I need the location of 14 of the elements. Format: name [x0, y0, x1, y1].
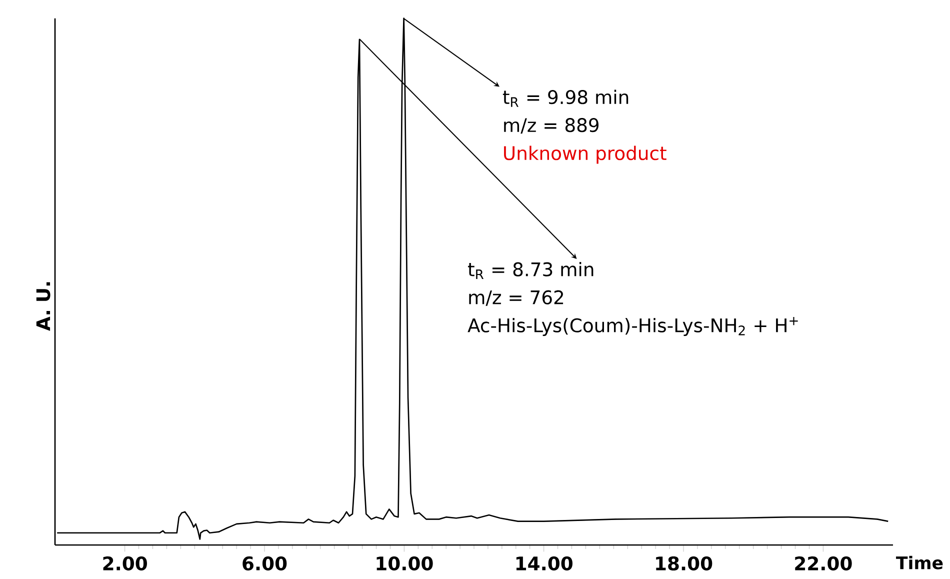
annotation: Ac-His-Lys(Coum)-His-Lys-NH$_{2}$ + H$^{+}$ — [468, 316, 798, 336]
annotation: Unknown product — [504, 146, 666, 164]
x-tick-label: 10.00 — [376, 556, 433, 571]
annotation: m/z = 762 — [469, 290, 564, 306]
x-tick-label: 18.00 — [656, 556, 712, 571]
x-axis-title: Time — [896, 556, 943, 570]
annotation: m/z = 889 — [504, 118, 598, 134]
annotation: t$_{R}$ = 9.98 min — [502, 90, 628, 107]
x-tick-label: 2.00 — [103, 556, 147, 571]
x-tick-label: 14.00 — [516, 556, 572, 571]
y-axis-title: A. U. — [36, 282, 50, 331]
annotation: t$_{R}$ = 8.73 min — [468, 262, 594, 280]
x-tick-label: 22.00 — [795, 556, 852, 571]
x-tick-label: 6.00 — [242, 556, 287, 571]
